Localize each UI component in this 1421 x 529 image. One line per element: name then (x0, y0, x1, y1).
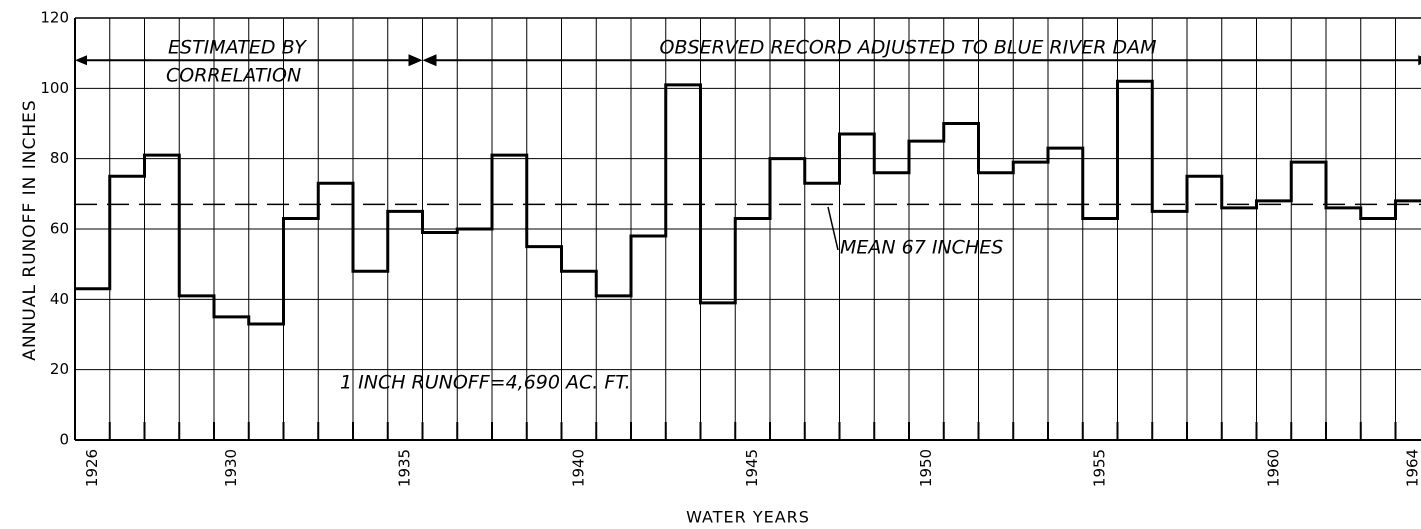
y-tick-label: 0 (59, 431, 69, 449)
x-tick-label: 1964 (1403, 449, 1421, 487)
y-tick-label: 40 (50, 290, 69, 308)
arrow-head (75, 55, 87, 66)
y-tick-label: 80 (50, 149, 69, 167)
x-tick-label: 1940 (569, 449, 587, 487)
annotation: CORRELATION (166, 65, 301, 87)
y-axis-label: ANNUAL RUNOFF IN INCHES (20, 99, 40, 360)
x-axis-label: WATER YEARS (686, 508, 810, 527)
x-tick-label: 1926 (83, 449, 101, 487)
annotation: OBSERVED RECORD ADJUSTED TO BLUE RIVER D… (660, 37, 1157, 59)
x-tick-label: 1945 (743, 449, 761, 487)
annotation: 1 INCH RUNOFF=4,690 AC. FT. (340, 372, 631, 394)
y-tick-label: 100 (40, 79, 69, 97)
y-tick-label: 120 (40, 9, 69, 27)
x-tick-label: 1930 (222, 449, 240, 487)
annotation: MEAN 67 INCHES (840, 237, 1003, 259)
runoff-step-line (75, 79, 1421, 326)
y-tick-label: 20 (50, 360, 69, 378)
x-tick-label: 1935 (396, 449, 414, 487)
arrow-head (1418, 55, 1421, 66)
x-tick-label: 1950 (917, 449, 935, 487)
arrow-head (408, 54, 437, 67)
x-tick-label: 1955 (1091, 449, 1109, 487)
y-tick-label: 60 (50, 220, 69, 238)
x-tick-label: 1960 (1264, 449, 1282, 487)
annotation: ESTIMATED BY (168, 37, 307, 59)
